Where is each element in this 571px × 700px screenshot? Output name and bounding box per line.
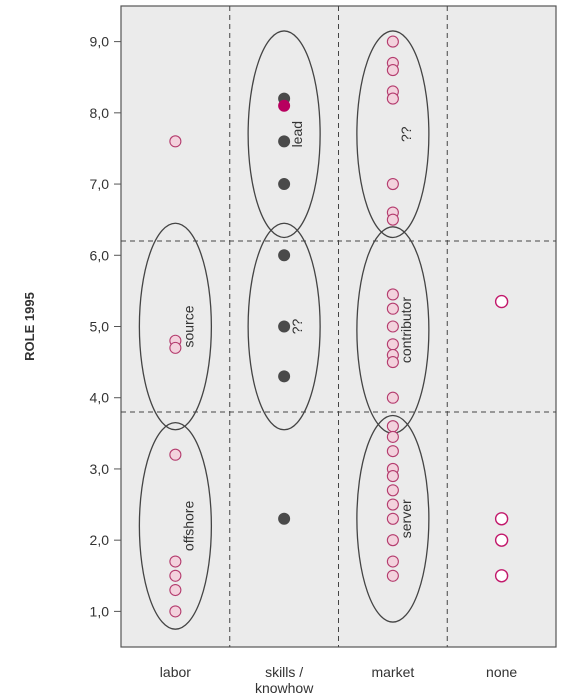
data-point (386, 555, 399, 568)
cluster-label: ?? (398, 126, 414, 142)
cluster-label: server (398, 499, 414, 538)
data-point (386, 35, 399, 48)
y-tick-label: 4,0 (90, 390, 110, 406)
cluster-ellipse (138, 422, 213, 630)
data-point (169, 605, 182, 618)
data-point (278, 249, 291, 262)
data-point (169, 448, 182, 461)
y-tick-label: 6,0 (90, 247, 110, 263)
data-point (278, 320, 291, 333)
x-category-label: none (486, 664, 517, 680)
data-point (494, 512, 509, 526)
y-tick-label: 1,0 (90, 603, 110, 619)
data-point (494, 294, 509, 309)
y-tick-label: 3,0 (90, 461, 110, 477)
data-point (278, 99, 291, 112)
data-point (386, 178, 399, 191)
data-point (386, 391, 399, 404)
data-point (386, 338, 399, 351)
cluster-label: lead (289, 121, 305, 147)
data-point (386, 420, 399, 433)
y-tick-label: 2,0 (90, 532, 110, 548)
data-point (386, 356, 399, 369)
cluster-ellipse (356, 30, 430, 239)
data-point (386, 534, 399, 547)
y-axis-title: ROLE 1995 (22, 292, 37, 361)
cluster-label: source (180, 305, 196, 347)
cluster-ellipse (247, 222, 321, 431)
data-point (494, 569, 509, 583)
data-point (278, 370, 291, 383)
data-point (386, 470, 399, 483)
data-point (386, 430, 399, 443)
y-tick-label: 7,0 (90, 176, 110, 192)
cluster-label: contributor (398, 297, 414, 363)
data-point (386, 64, 399, 77)
data-point (169, 583, 182, 597)
x-category-label: labor (160, 664, 191, 680)
data-point (386, 484, 399, 497)
data-point (494, 533, 509, 547)
cluster-label: ?? (289, 319, 305, 335)
y-tick-label: 5,0 (90, 319, 110, 335)
data-point (278, 178, 291, 191)
cluster-ellipse (356, 414, 430, 623)
data-point (169, 569, 182, 582)
x-category-label: knowhow (255, 680, 314, 696)
cluster-ellipse (138, 222, 213, 431)
cluster-label: offshore (180, 501, 196, 552)
data-point (278, 512, 291, 525)
data-point (386, 445, 399, 458)
data-point (386, 213, 399, 226)
data-point (169, 135, 182, 148)
x-category-label: market (371, 664, 414, 680)
data-point (169, 341, 182, 354)
data-point (386, 92, 399, 105)
data-point (386, 302, 399, 315)
data-point (386, 498, 399, 511)
cluster-ellipse (247, 30, 321, 239)
y-tick-label: 9,0 (90, 34, 110, 50)
data-point (278, 135, 291, 148)
data-point (386, 569, 399, 582)
data-point (386, 288, 399, 301)
data-point (169, 555, 182, 568)
y-tick-label: 8,0 (90, 105, 110, 121)
x-category-label: skills / (265, 664, 303, 680)
data-point (386, 320, 399, 333)
data-point (386, 512, 399, 525)
